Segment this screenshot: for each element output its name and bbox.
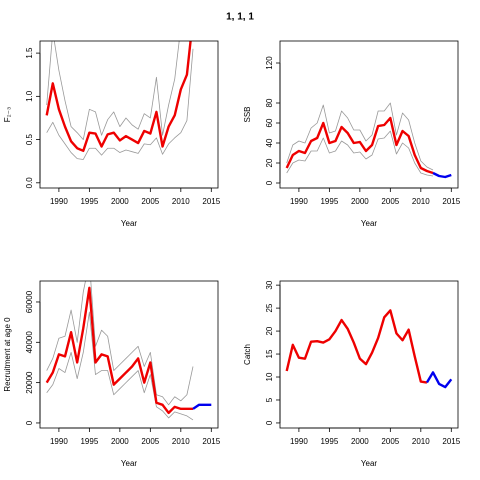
x-tick-label: 1990 (50, 437, 68, 446)
y-tick-label: 25 (265, 303, 274, 312)
data-line (46, 311, 194, 421)
y-axis-label: SSB (243, 106, 252, 122)
figure-title: 1, 1, 1 (226, 12, 254, 23)
data-line (285, 309, 428, 384)
y-tick-label: 0.0 (25, 177, 34, 189)
plot-frame (39, 40, 219, 189)
y-tick-label: 20 (265, 158, 274, 167)
x-tick-label: 2000 (111, 437, 129, 446)
data-line (45, 286, 194, 415)
x-tick-label: 2015 (442, 197, 460, 206)
x-tick-label: 2015 (202, 197, 220, 206)
y-tick-label: 60000 (25, 290, 34, 313)
data-line (46, 41, 180, 140)
data-line (192, 403, 212, 410)
y-tick-label: 5 (265, 397, 274, 402)
data-line (425, 371, 453, 389)
x-tick-label: 2005 (141, 197, 159, 206)
x-tick-label: 1990 (290, 197, 308, 206)
panel: 1990 1995 2000 2005 2010 2015 0 5 10 15 20 25 30 Year… (243, 280, 461, 468)
x-tick-label: 2000 (351, 197, 369, 206)
x-tick-label: 2000 (111, 197, 129, 206)
x-axis-label: Year (361, 219, 378, 228)
x-tick-label: 2015 (442, 437, 460, 446)
y-tick-label: 80 (265, 98, 274, 107)
x-tick-label: 2010 (172, 437, 190, 446)
panel: 1990 1995 2000 2005 2010 2015 0.0 0.5 1.0 1.5 Year… (3, 40, 221, 228)
plot-frame (279, 40, 459, 189)
x-tick-label: 1990 (290, 437, 308, 446)
x-tick-label: 2000 (351, 437, 369, 446)
y-axis-label: Recruitment at age 0 (3, 317, 12, 392)
y-axis-label: F₂₋₃ (3, 107, 12, 122)
data-line (286, 130, 434, 177)
y-tick-label: 40 (265, 138, 274, 147)
x-tick-label: 2005 (141, 437, 159, 446)
y-tick-label: 0 (25, 420, 34, 425)
panel: 1990 1995 2000 2005 2010 2015 0 20 40 60 80 120 Year… (243, 40, 461, 228)
data-line (46, 281, 194, 406)
y-tick-label: 20000 (25, 371, 34, 394)
x-tick-label: 1995 (320, 197, 338, 206)
x-tick-label: 2010 (172, 197, 190, 206)
x-axis-label: Year (121, 459, 138, 468)
x-tick-label: 1990 (50, 197, 68, 206)
x-tick-label: 2010 (412, 437, 430, 446)
x-tick-label: 2010 (412, 197, 430, 206)
y-tick-label: 1.5 (25, 47, 34, 59)
panel: 1990 1995 2000 2005 2010 2015 0 20000 40000 60000… (3, 280, 221, 468)
x-tick-label: 2005 (381, 197, 399, 206)
data-line (285, 116, 434, 175)
x-tick-label: 2005 (381, 437, 399, 446)
y-tick-label: 60 (265, 118, 274, 127)
x-axis-label: Year (121, 219, 138, 228)
data-line (286, 102, 434, 171)
y-tick-label: 1.0 (25, 90, 34, 102)
y-tick-label: 0.5 (25, 133, 34, 145)
x-tick-label: 1995 (320, 437, 338, 446)
data-line (46, 48, 194, 160)
y-tick-label: 20 (265, 326, 274, 335)
x-tick-label: 1995 (80, 197, 98, 206)
y-tick-label: 15 (265, 349, 274, 358)
data-line (45, 41, 192, 153)
y-tick-label: 0 (265, 420, 274, 425)
y-tick-label: 40000 (25, 331, 34, 354)
y-tick-label: 30 (265, 280, 274, 289)
x-tick-label: 1995 (80, 437, 98, 446)
x-axis-label: Year (361, 459, 378, 468)
y-tick-label: 0 (265, 180, 274, 185)
y-axis-label: Catch (243, 344, 252, 365)
y-tick-label: 10 (265, 372, 274, 381)
data-line (432, 171, 452, 179)
y-tick-label: 120 (265, 56, 274, 70)
x-tick-label: 2015 (202, 437, 220, 446)
